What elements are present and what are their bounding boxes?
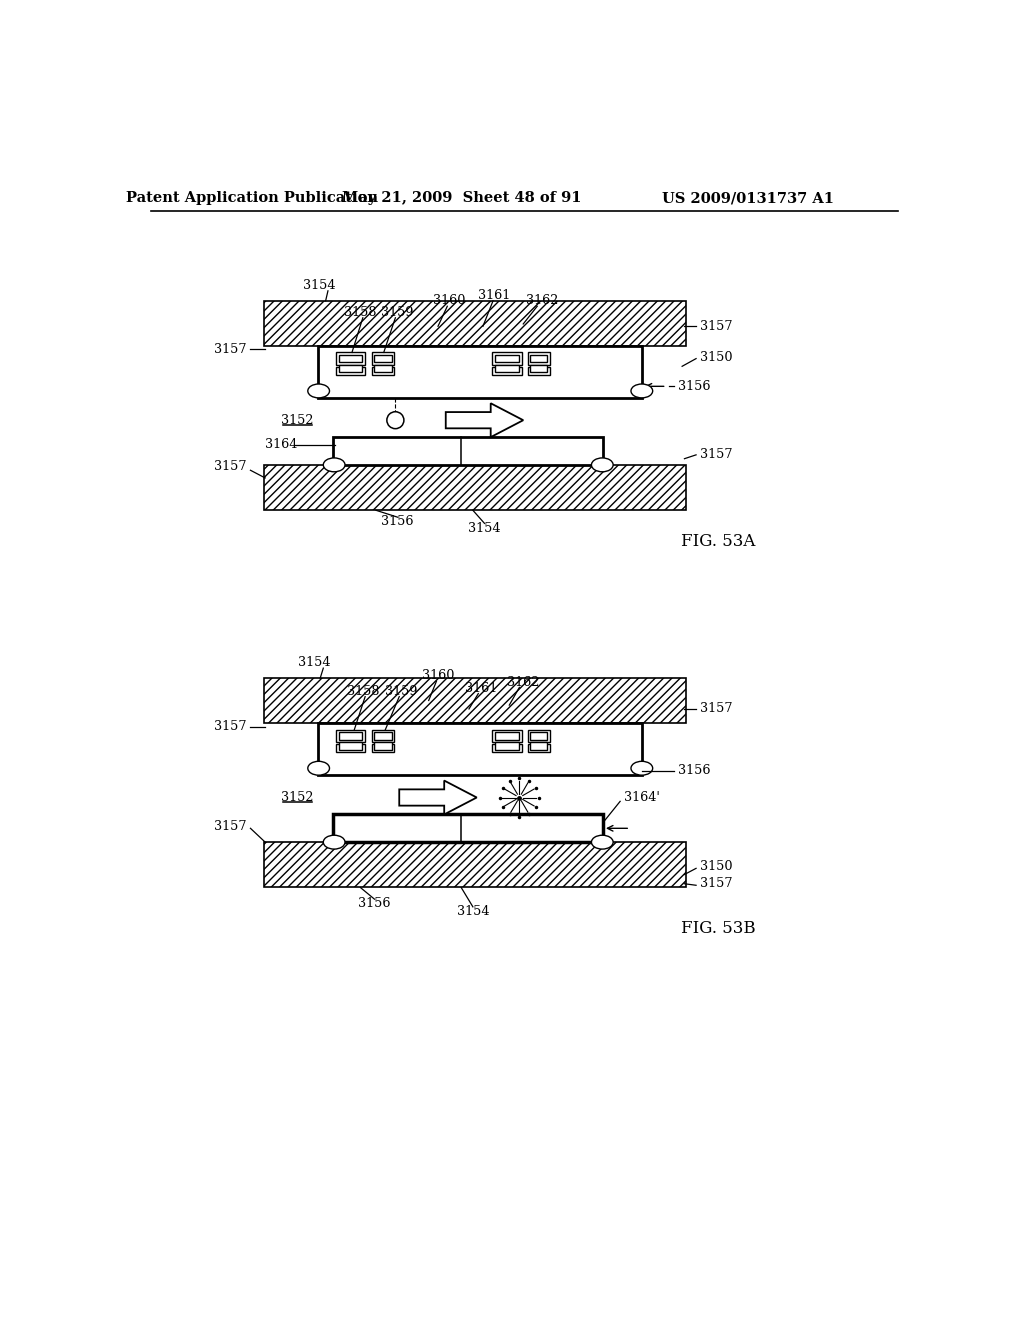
Text: 3162: 3162 — [526, 294, 559, 308]
Text: 3164: 3164 — [265, 438, 298, 451]
Text: 3156: 3156 — [678, 380, 711, 393]
Bar — [339, 742, 362, 750]
Text: 3154: 3154 — [468, 521, 501, 535]
Text: 3157: 3157 — [214, 343, 247, 356]
Text: 3157: 3157 — [700, 319, 732, 333]
Text: 3160: 3160 — [422, 669, 455, 682]
Ellipse shape — [324, 836, 345, 849]
Bar — [336, 367, 366, 375]
Text: 3156: 3156 — [358, 898, 391, 911]
Bar — [263, 678, 686, 723]
Text: 3157: 3157 — [214, 721, 247, 733]
Bar — [496, 364, 518, 372]
Bar — [496, 355, 518, 363]
Bar — [493, 744, 521, 752]
Ellipse shape — [592, 836, 613, 849]
Text: 3157: 3157 — [214, 820, 247, 833]
Bar — [372, 744, 394, 752]
Bar — [372, 352, 394, 364]
Bar — [375, 355, 391, 363]
Bar — [339, 355, 362, 363]
Bar — [528, 744, 550, 752]
Bar — [445, 412, 490, 428]
Text: 3156: 3156 — [382, 515, 414, 528]
Text: US 2009/0131737 A1: US 2009/0131737 A1 — [662, 191, 834, 206]
Bar — [263, 465, 686, 510]
Text: 3162: 3162 — [507, 676, 540, 689]
Bar — [493, 730, 521, 742]
Text: Patent Application Publication: Patent Application Publication — [126, 191, 378, 206]
Bar — [493, 352, 521, 364]
Bar — [336, 730, 366, 742]
Ellipse shape — [631, 762, 652, 775]
Bar — [530, 742, 547, 750]
Text: 3164': 3164' — [624, 791, 659, 804]
Text: 3157: 3157 — [700, 449, 732, 462]
Text: 3158: 3158 — [346, 685, 379, 698]
Ellipse shape — [324, 458, 345, 471]
Text: 3157: 3157 — [700, 702, 732, 715]
Polygon shape — [445, 404, 523, 437]
Bar — [263, 301, 686, 346]
Bar — [317, 346, 642, 397]
Text: FIG. 53A: FIG. 53A — [681, 533, 756, 550]
Bar — [530, 364, 547, 372]
Bar — [263, 842, 686, 887]
Ellipse shape — [631, 384, 652, 397]
Text: 3157: 3157 — [700, 878, 732, 890]
Bar — [528, 730, 550, 742]
Text: 3160: 3160 — [433, 294, 466, 308]
Bar — [372, 367, 394, 375]
Bar — [528, 367, 550, 375]
Text: 3152: 3152 — [281, 413, 313, 426]
Bar — [528, 352, 550, 364]
Text: 3156: 3156 — [678, 764, 711, 777]
Bar — [334, 437, 603, 465]
Bar — [375, 364, 391, 372]
Text: FIG. 53B: FIG. 53B — [681, 920, 756, 937]
Text: 3154: 3154 — [303, 279, 336, 292]
Bar — [399, 789, 444, 805]
Bar — [372, 730, 394, 742]
Bar — [530, 355, 547, 363]
Ellipse shape — [592, 458, 613, 471]
Bar — [496, 742, 518, 750]
Bar — [317, 723, 642, 775]
Text: 3161: 3161 — [478, 289, 511, 302]
Text: 3154: 3154 — [457, 906, 489, 917]
Text: 3159: 3159 — [385, 685, 417, 698]
Text: 3158: 3158 — [344, 306, 377, 319]
Polygon shape — [399, 780, 477, 814]
Text: 3150: 3150 — [700, 861, 732, 874]
Bar — [336, 352, 366, 364]
Bar — [336, 744, 366, 752]
Text: 3157: 3157 — [214, 459, 247, 473]
Bar — [375, 742, 391, 750]
Bar — [530, 733, 547, 739]
Text: May 21, 2009  Sheet 48 of 91: May 21, 2009 Sheet 48 of 91 — [341, 191, 581, 206]
Text: 3150: 3150 — [700, 351, 732, 363]
Bar — [493, 367, 521, 375]
Text: 3161: 3161 — [465, 681, 497, 694]
Text: 3159: 3159 — [382, 306, 414, 319]
Circle shape — [387, 412, 403, 429]
Text: 3154: 3154 — [298, 656, 331, 669]
Text: 3152: 3152 — [281, 791, 313, 804]
Ellipse shape — [308, 384, 330, 397]
Bar — [339, 733, 362, 739]
Bar — [375, 733, 391, 739]
Ellipse shape — [308, 762, 330, 775]
Bar — [496, 733, 518, 739]
Bar — [334, 814, 603, 842]
Bar — [339, 364, 362, 372]
